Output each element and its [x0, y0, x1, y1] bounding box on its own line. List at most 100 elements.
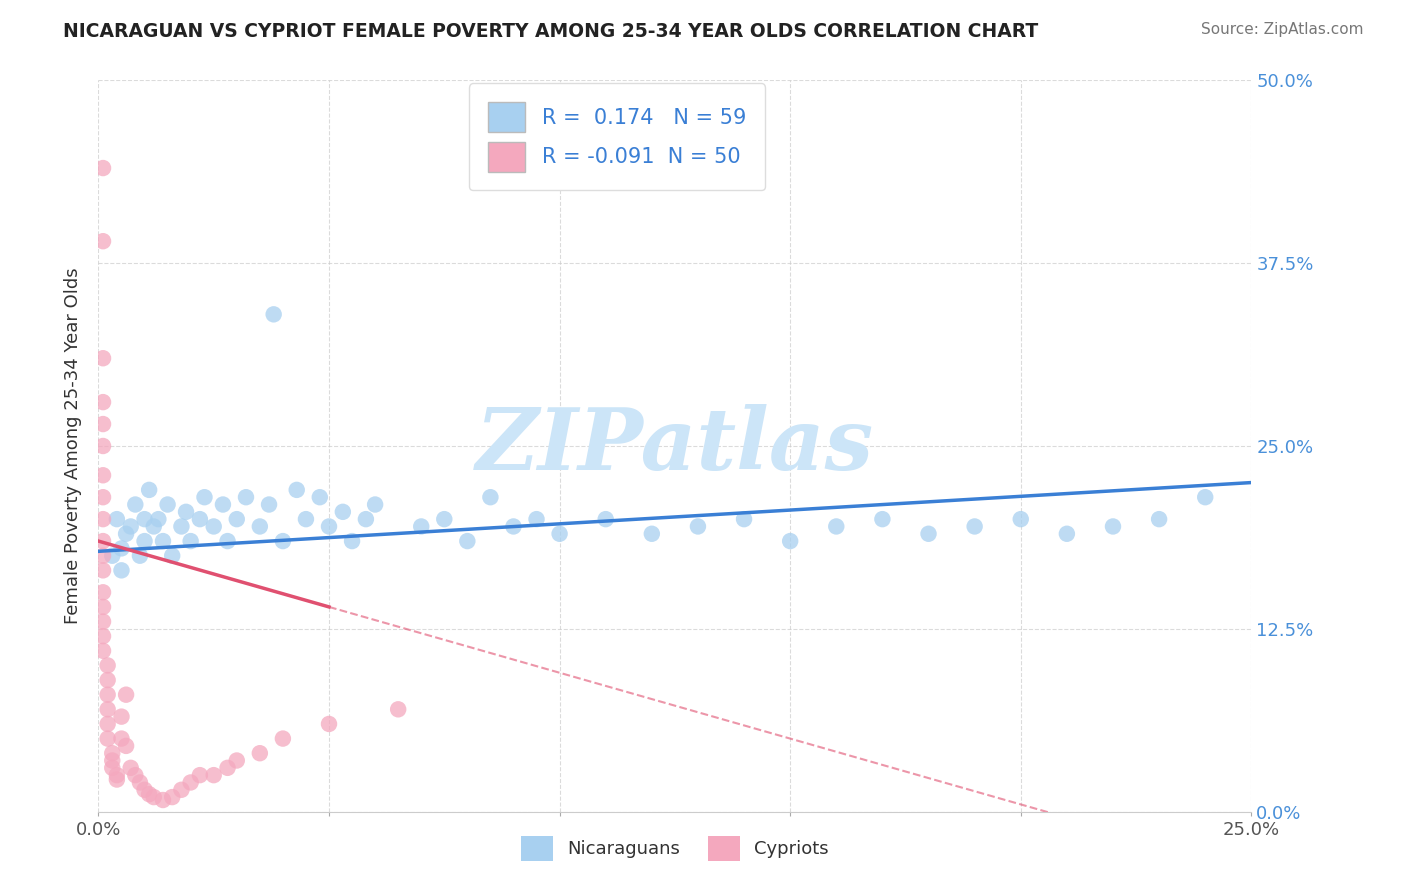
Point: [180, 534, 202, 549]
Point: [263, 307, 285, 321]
Point: [1056, 526, 1078, 541]
Point: [411, 519, 433, 533]
Point: [433, 512, 456, 526]
Text: Source: ZipAtlas.com: Source: ZipAtlas.com: [1201, 22, 1364, 37]
Point: [91, 585, 114, 599]
Text: NICARAGUAN VS CYPRIOT FEMALE POVERTY AMONG 25-34 YEAR OLDS CORRELATION CHART: NICARAGUAN VS CYPRIOT FEMALE POVERTY AMO…: [63, 22, 1039, 41]
Point: [110, 563, 132, 577]
Point: [332, 505, 354, 519]
Point: [120, 519, 142, 533]
Point: [1010, 512, 1032, 526]
Point: [387, 702, 409, 716]
Point: [97, 717, 120, 731]
Point: [160, 790, 183, 805]
Point: [115, 688, 138, 702]
Point: [91, 234, 114, 248]
Point: [105, 768, 128, 782]
Point: [212, 498, 235, 512]
Point: [91, 512, 114, 526]
Point: [308, 490, 330, 504]
Point: [152, 793, 174, 807]
Point: [193, 490, 215, 504]
Point: [91, 615, 114, 629]
Point: [152, 534, 174, 549]
Point: [91, 629, 114, 643]
Point: [548, 526, 571, 541]
Point: [295, 512, 318, 526]
Point: [217, 761, 239, 775]
Point: [110, 731, 132, 746]
Point: [340, 534, 363, 549]
Point: [249, 746, 271, 760]
Point: [91, 549, 114, 563]
Point: [779, 534, 801, 549]
Point: [91, 395, 114, 409]
Point: [91, 599, 114, 614]
Point: [963, 519, 986, 533]
Point: [97, 731, 120, 746]
Legend: Nicaraguans, Cypriots: Nicaraguans, Cypriots: [513, 829, 837, 869]
Point: [872, 512, 894, 526]
Point: [502, 519, 524, 533]
Point: [91, 468, 114, 483]
Point: [134, 782, 156, 797]
Point: [271, 534, 294, 549]
Point: [91, 490, 114, 504]
Point: [686, 519, 709, 533]
Point: [249, 519, 271, 533]
Point: [1194, 490, 1216, 504]
Point: [101, 549, 124, 563]
Point: [595, 512, 617, 526]
Point: [142, 790, 165, 805]
Point: [148, 512, 170, 526]
Point: [318, 519, 340, 533]
Point: [318, 717, 340, 731]
Point: [225, 512, 247, 526]
Point: [110, 709, 132, 723]
Point: [180, 775, 202, 789]
Point: [115, 526, 138, 541]
Point: [271, 731, 294, 746]
Point: [129, 775, 152, 789]
Point: [101, 754, 124, 768]
Point: [202, 519, 225, 533]
Point: [917, 526, 939, 541]
Point: [217, 534, 239, 549]
Point: [174, 505, 197, 519]
Point: [91, 417, 114, 431]
Point: [97, 688, 120, 702]
Point: [101, 746, 124, 760]
Point: [91, 644, 114, 658]
Point: [364, 498, 387, 512]
Point: [188, 768, 211, 782]
Point: [225, 754, 247, 768]
Point: [91, 534, 114, 549]
Point: [134, 534, 156, 549]
Point: [97, 673, 120, 687]
Point: [479, 490, 502, 504]
Point: [124, 768, 146, 782]
Point: [115, 739, 138, 753]
Point: [156, 498, 179, 512]
Point: [129, 549, 152, 563]
Point: [160, 549, 183, 563]
Point: [1147, 512, 1170, 526]
Point: [91, 161, 114, 175]
Point: [188, 512, 211, 526]
Text: ZIPatlas: ZIPatlas: [475, 404, 875, 488]
Point: [354, 512, 377, 526]
Point: [526, 512, 548, 526]
Point: [138, 787, 160, 801]
Point: [110, 541, 132, 556]
Point: [733, 512, 755, 526]
Point: [138, 483, 160, 497]
Point: [235, 490, 257, 504]
Point: [142, 519, 165, 533]
Point: [91, 439, 114, 453]
Point: [97, 658, 120, 673]
Point: [105, 512, 128, 526]
Point: [825, 519, 848, 533]
Point: [120, 761, 142, 775]
Point: [124, 498, 146, 512]
Point: [91, 351, 114, 366]
